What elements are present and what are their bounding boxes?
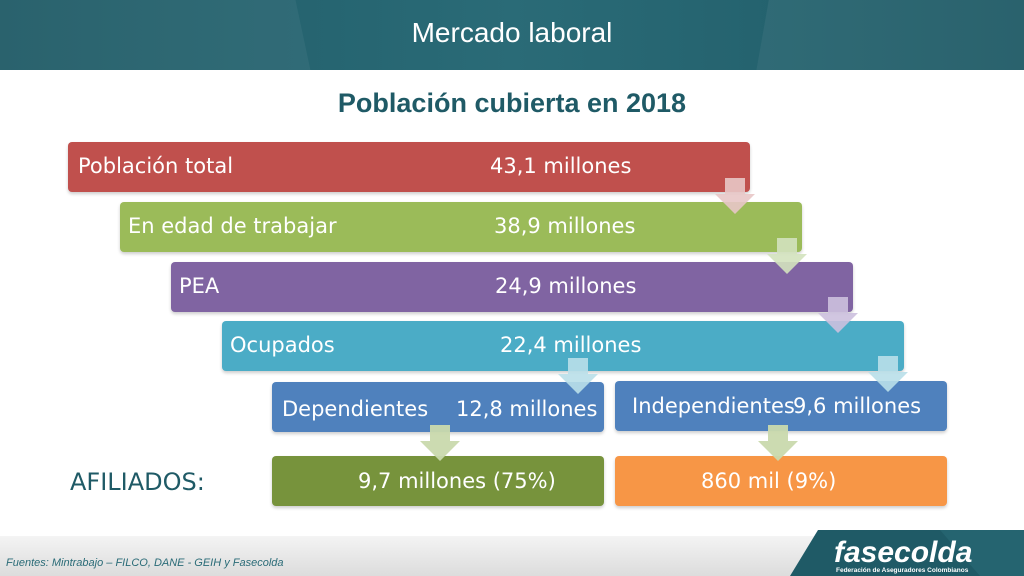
header-band: Mercado laboral — [0, 0, 1024, 70]
bar-value: 12,8 millones — [456, 397, 598, 421]
page-title: Mercado laboral — [411, 17, 613, 48]
afiliados-label: AFILIADOS: — [70, 468, 205, 496]
bar-afiliados-independientes: 860 mil (9%) — [615, 456, 947, 506]
bar-value: 9,6 millones — [793, 394, 922, 418]
logo-text: fasecolda — [834, 536, 972, 569]
bar-value: 38,9 millones — [494, 214, 636, 238]
down-arrow-icon — [420, 425, 460, 461]
down-arrow-icon — [818, 297, 858, 333]
logo-tagline: Federación de Aseguradores Colombianos — [836, 567, 969, 574]
down-arrow-icon — [758, 425, 798, 461]
bar-label: PEA — [179, 274, 220, 298]
bar-pea: PEA 24,9 millones — [171, 262, 853, 312]
down-arrow-icon — [715, 178, 755, 214]
bar-label: Ocupados — [230, 333, 335, 357]
bar-poblacion-total: Población total 43,1 millones — [68, 142, 750, 192]
bar-label: Independientes — [632, 394, 795, 418]
bar-afiliados-dependientes: 9,7 millones (75%) — [272, 456, 604, 506]
bar-value: 24,9 millones — [495, 274, 637, 298]
bar-value: 43,1 millones — [490, 154, 632, 178]
bar-ocupados: Ocupados 22,4 millones — [222, 321, 904, 371]
down-arrow-icon — [558, 358, 598, 394]
bar-edad-trabajar: En edad de trabajar 38,9 millones — [120, 202, 802, 252]
bar-label: Dependientes — [282, 397, 429, 421]
sources-note: Fuentes: Mintrabajo – FILCO, DANE - GEIH… — [6, 557, 284, 569]
down-arrow-icon — [868, 356, 908, 392]
bar-value: 22,4 millones — [500, 333, 642, 357]
bar-label: Población total — [78, 154, 234, 178]
bar-dependientes: Dependientes 12,8 millones — [272, 382, 604, 432]
fasecolda-logo: fasecolda Federación de Aseguradores Col… — [790, 530, 1024, 576]
bar-label: En edad de trabajar — [128, 214, 337, 238]
bar-value: 860 mil (9%) — [701, 469, 837, 493]
slide-subtitle: Población cubierta en 2018 — [337, 88, 687, 118]
down-arrow-icon — [767, 238, 807, 274]
bar-value: 9,7 millones (75%) — [358, 469, 556, 493]
bar-independientes: Independientes 9,6 millones — [615, 381, 947, 431]
